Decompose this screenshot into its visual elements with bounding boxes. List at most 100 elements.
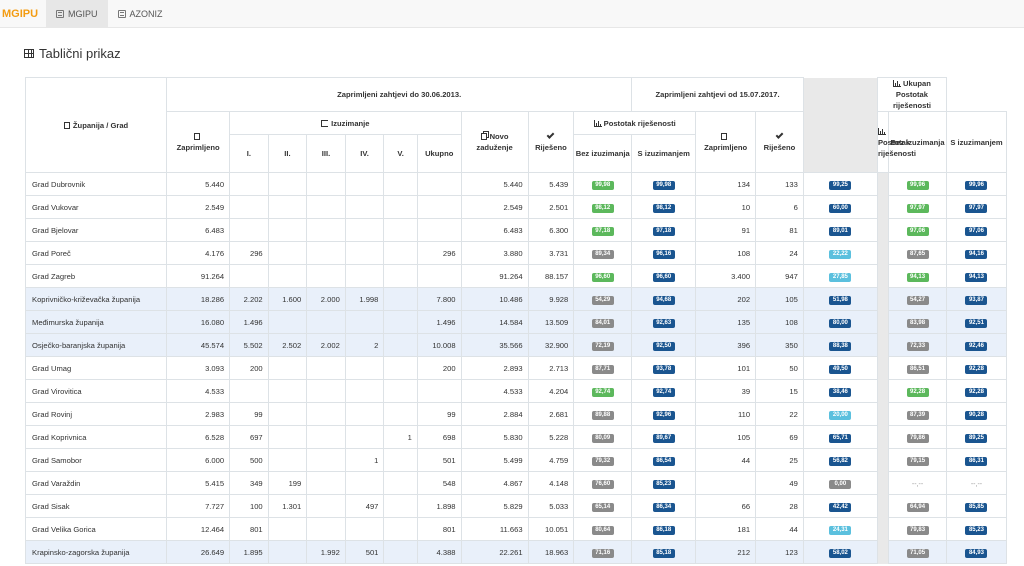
header-novo-zaduzenje[interactable]: Novo zaduženje [460,111,529,173]
column-divider [876,287,890,311]
header-zaprimljeno[interactable]: Zaprimljeno [166,111,231,173]
header-izuz-iii[interactable]: III. [306,134,346,173]
table-row[interactable]: Grad Koprivnica 6.528 697 1 698 5.830 5.228 80,… [25,425,1007,449]
cell-i5 [383,195,418,219]
column-divider [876,471,890,495]
header-izuz-i[interactable]: I. [229,134,269,173]
table-row[interactable]: Grad Sisak 7.727 100 1.301 497 1.898 5.829 5.03… [25,494,1007,518]
header-county-city[interactable]: Županija / Grad [25,77,168,173]
bar-chart-icon [878,127,887,135]
header-bez-izuzimanja[interactable]: Bez izuzimanja [573,134,633,173]
header-total-s[interactable]: S izuzimanjem [945,111,1007,173]
column-divider [876,241,890,265]
table-row[interactable]: Grad Zagreb 91.264 91.264 88.157 96,60 96,60 3… [25,264,1007,288]
total-with-exemption-cell: 84,93 [945,540,1007,564]
table-icon [24,49,34,58]
cell-i3: 2.000 [306,287,346,311]
cell-zap: 6.483 [166,218,231,242]
cell-zap: 4.176 [166,241,231,265]
header-total-bez[interactable]: Bez izuzimanja [888,111,947,173]
table-row[interactable]: Grad Poreč 4.176 296 296 3.880 3.731 89,34 96,1… [25,241,1007,265]
table-row[interactable]: Grad Rovinj 2.983 99 99 2.884 2.681 89,88 92,96… [25,402,1007,426]
cell-rij: 4.148 [527,471,575,495]
total-with-exemption-badge: 92,51 [965,318,988,328]
cell-i4 [344,471,385,495]
column-divider [876,310,890,334]
nav-item-azoniz[interactable]: AZONIZ [108,0,173,27]
header-zaprimljeno-2017[interactable]: Zaprimljeno [695,111,757,173]
percent-2017-cell: 51,98 [802,287,878,311]
header-izuz-ii[interactable]: II. [267,134,308,173]
total-with-exemption-badge: 93,87 [965,295,988,305]
brand-logo[interactable]: MGIPU [2,8,39,20]
table-row[interactable]: Osječko-baranjska županija 45.574 5.502 2.5… [25,333,1007,357]
table-row[interactable]: Grad Dubrovnik 5.440 5.440 5.439 99,98 99,98 1… [25,172,1007,196]
header-izuz-ukupno[interactable]: Ukupno [416,134,462,173]
table-row[interactable]: Krapinsko-zagorska županija 26.649 1.895 1.… [25,540,1007,564]
cell-rij: 5.033 [527,494,575,518]
nav-item-mgipu[interactable]: MGIPU [46,0,108,27]
cell-i2 [267,264,308,288]
cell-i2 [267,195,308,219]
total-without-exemption-badge: 99,96 [906,180,929,190]
county-city-name: Grad Vukovar [25,195,168,219]
cell-i4: 1.998 [344,287,385,311]
total-without-exemption-cell: 87,65 [888,241,947,265]
cell-uk: 10.008 [416,333,462,357]
percent-with-exemption-badge: 97,18 [652,226,675,236]
cell-zaprimljeno-2017 [695,471,757,495]
table-row[interactable]: Grad Velika Gorica 12.464 801 801 11.663 10.0… [25,517,1007,541]
cell-zaprimljeno-2017: 39 [695,379,757,403]
table-row[interactable]: Koprivničko-križevačka županija 18.286 2.2… [25,287,1007,311]
table-row[interactable]: Međimurska županija 16.080 1.496 1.496 14.58… [25,310,1007,334]
table-row[interactable]: Grad Varaždin 5.415 349 199 548 4.867 4.148 76,… [25,471,1007,495]
cell-zap: 3.093 [166,356,231,380]
cell-zaprimljeno-2017: 44 [695,448,757,472]
data-table-container[interactable]: Županija / Grad Zaprimljeni zahtjevi do … [25,77,1007,566]
check-icon [547,131,555,139]
cell-uk [416,379,462,403]
percent-with-exemption-cell: 86,18 [631,517,697,541]
cell-novo: 6.483 [460,218,529,242]
header-s-izuzimanjem[interactable]: S izuzimanjem [631,134,697,173]
cell-i4: 2 [344,333,385,357]
county-city-name: Grad Virovitica [25,379,168,403]
percent-2017-badge: 65,71 [829,433,852,443]
percent-2017-cell: 49,50 [802,356,878,380]
percent-with-exemption-badge: 98,12 [652,203,675,213]
header-izuz-iv[interactable]: IV. [344,134,385,173]
cell-i1: 500 [229,448,269,472]
percent-2017-badge: 89,01 [829,226,852,236]
cell-uk [416,218,462,242]
total-with-exemption-cell: 90,28 [945,402,1007,426]
percent-with-exemption-cell: 86,54 [631,448,697,472]
total-without-exemption-badge: 86,51 [906,364,929,374]
table-row[interactable]: Grad Bjelovar 6.483 6.483 6.300 97,18 97,18 91… [25,218,1007,242]
percent-2017-badge: 27,85 [829,272,852,282]
cell-i4 [344,425,385,449]
percent-with-exemption-cell: 92,74 [631,379,697,403]
header-rijeseno[interactable]: Riješeno [527,111,575,173]
percent-without-exemption-cell: 87,71 [573,356,633,380]
table-row[interactable]: Grad Samobor 6.000 500 1 501 5.499 4.759 79,32 8… [25,448,1007,472]
percent-with-exemption-badge: 86,18 [652,525,675,535]
cell-i2 [267,241,308,265]
cell-i1 [229,172,269,196]
cell-zaprimljeno-2017: 10 [695,195,757,219]
total-with-exemption-badge: --,-- [970,480,983,488]
table-row[interactable]: Grad Umag 3.093 200 200 2.893 2.713 87,71 93,78… [25,356,1007,380]
cell-i2: 1.600 [267,287,308,311]
header-rijeseno-2017[interactable]: Riješeno [755,111,804,173]
cell-zaprimljeno-2017: 101 [695,356,757,380]
percent-2017-cell: 42,42 [802,494,878,518]
sign-out-icon [321,119,329,127]
header-postotak-2017[interactable]: Postotak riješenosti [876,111,916,173]
county-city-name: Grad Poreč [25,241,168,265]
nav-item-label: AZONIZ [129,8,163,19]
table-row[interactable]: Grad Vukovar 2.549 2.549 2.501 98,12 98,12 10 6… [25,195,1007,219]
table-row[interactable]: Grad Virovitica 4.533 4.533 4.204 92,74 92,74… [25,379,1007,403]
cell-i1: 1.895 [229,540,269,564]
header-izuz-v[interactable]: V. [383,134,418,173]
cell-uk [416,172,462,196]
total-with-exemption-badge: 97,06 [965,226,988,236]
